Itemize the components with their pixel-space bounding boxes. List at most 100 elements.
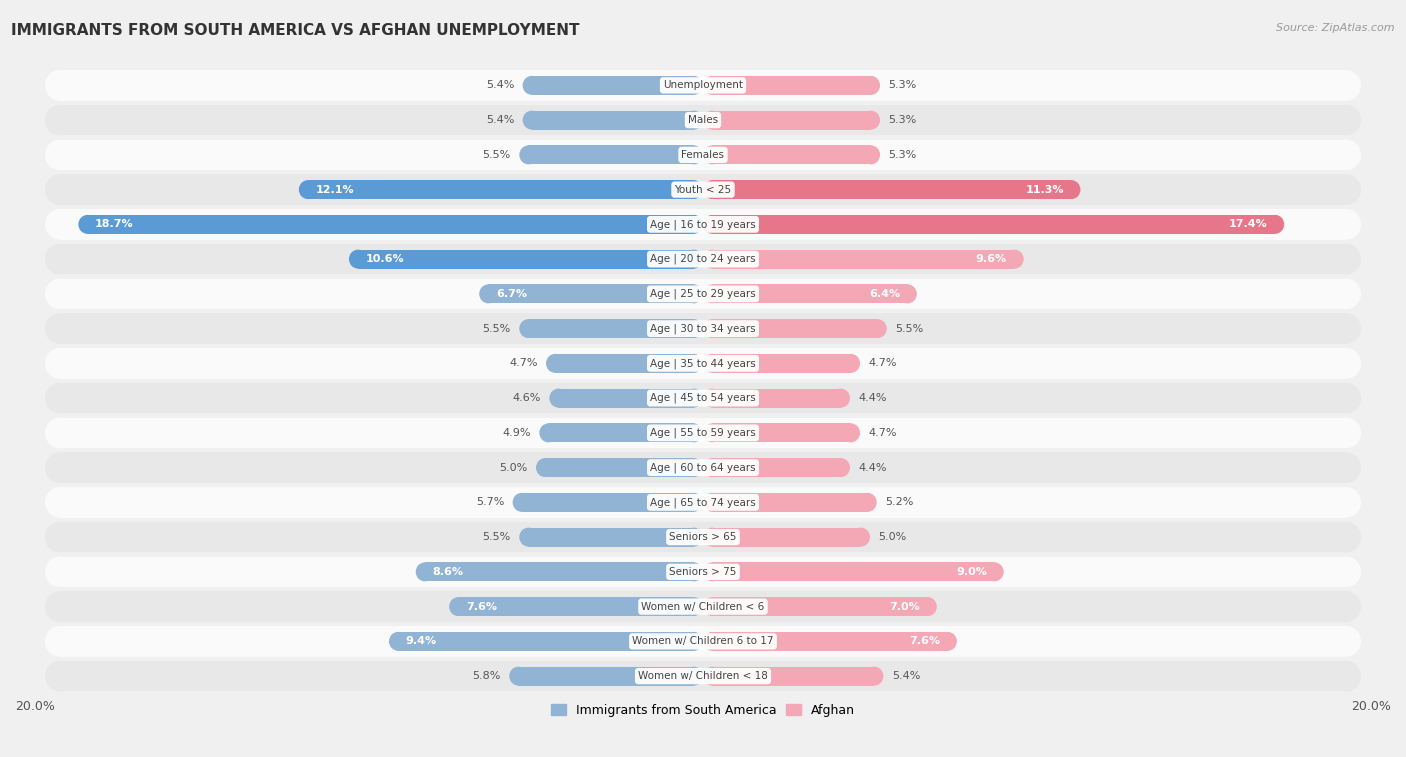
FancyBboxPatch shape [711, 285, 908, 304]
Ellipse shape [1265, 215, 1284, 234]
Ellipse shape [1331, 487, 1361, 518]
Text: 5.5%: 5.5% [482, 150, 510, 160]
FancyBboxPatch shape [59, 487, 1347, 518]
Text: Seniors > 65: Seniors > 65 [669, 532, 737, 542]
Ellipse shape [685, 145, 703, 164]
FancyBboxPatch shape [59, 661, 1347, 691]
FancyBboxPatch shape [59, 348, 1347, 378]
Ellipse shape [862, 76, 880, 95]
Ellipse shape [45, 348, 75, 378]
FancyBboxPatch shape [398, 632, 695, 651]
Text: 11.3%: 11.3% [1025, 185, 1064, 195]
Text: 4.6%: 4.6% [513, 393, 541, 403]
Ellipse shape [1331, 313, 1361, 344]
Ellipse shape [523, 111, 541, 129]
FancyBboxPatch shape [529, 528, 695, 547]
Ellipse shape [1005, 250, 1024, 269]
FancyBboxPatch shape [548, 423, 695, 442]
Ellipse shape [45, 487, 75, 518]
Ellipse shape [703, 458, 721, 477]
Ellipse shape [449, 597, 467, 616]
Ellipse shape [685, 493, 703, 512]
FancyBboxPatch shape [711, 250, 1015, 269]
Ellipse shape [389, 632, 408, 651]
FancyBboxPatch shape [711, 597, 928, 616]
Ellipse shape [1331, 279, 1361, 309]
FancyBboxPatch shape [711, 458, 841, 477]
Text: Seniors > 75: Seniors > 75 [669, 567, 737, 577]
FancyBboxPatch shape [529, 319, 695, 338]
FancyBboxPatch shape [59, 453, 1347, 483]
Text: Age | 16 to 19 years: Age | 16 to 19 years [650, 219, 756, 229]
Ellipse shape [479, 285, 498, 304]
Text: 5.4%: 5.4% [486, 115, 515, 125]
Text: 5.0%: 5.0% [499, 463, 527, 472]
Ellipse shape [1331, 348, 1361, 378]
Ellipse shape [1331, 244, 1361, 274]
Ellipse shape [1331, 453, 1361, 483]
Ellipse shape [45, 70, 75, 101]
Ellipse shape [986, 562, 1004, 581]
FancyBboxPatch shape [711, 76, 870, 95]
Ellipse shape [703, 528, 721, 547]
Ellipse shape [703, 423, 721, 442]
Ellipse shape [685, 180, 703, 199]
Ellipse shape [45, 453, 75, 483]
Ellipse shape [685, 215, 703, 234]
Text: 7.6%: 7.6% [910, 637, 941, 646]
Legend: Immigrants from South America, Afghan: Immigrants from South America, Afghan [546, 699, 860, 721]
FancyBboxPatch shape [522, 493, 695, 512]
Ellipse shape [703, 319, 721, 338]
FancyBboxPatch shape [59, 418, 1347, 448]
Ellipse shape [45, 209, 75, 240]
Text: 5.2%: 5.2% [884, 497, 914, 507]
FancyBboxPatch shape [711, 215, 1275, 234]
FancyBboxPatch shape [531, 111, 695, 129]
Text: 5.5%: 5.5% [482, 532, 510, 542]
Text: 7.0%: 7.0% [890, 602, 920, 612]
Ellipse shape [852, 528, 870, 547]
Text: Source: ZipAtlas.com: Source: ZipAtlas.com [1277, 23, 1395, 33]
Text: Women w/ Children < 6: Women w/ Children < 6 [641, 602, 765, 612]
Ellipse shape [45, 174, 75, 205]
Ellipse shape [1331, 591, 1361, 622]
FancyBboxPatch shape [519, 667, 695, 686]
Ellipse shape [1331, 174, 1361, 205]
Text: Unemployment: Unemployment [664, 80, 742, 90]
FancyBboxPatch shape [546, 458, 695, 477]
FancyBboxPatch shape [711, 319, 877, 338]
Ellipse shape [832, 388, 851, 407]
FancyBboxPatch shape [59, 556, 1347, 587]
Ellipse shape [869, 319, 887, 338]
FancyBboxPatch shape [87, 215, 695, 234]
Ellipse shape [703, 250, 721, 269]
Text: Age | 25 to 29 years: Age | 25 to 29 years [650, 288, 756, 299]
Text: Age | 55 to 59 years: Age | 55 to 59 years [650, 428, 756, 438]
FancyBboxPatch shape [531, 76, 695, 95]
Text: Age | 30 to 34 years: Age | 30 to 34 years [650, 323, 756, 334]
FancyBboxPatch shape [308, 180, 695, 199]
Ellipse shape [523, 76, 541, 95]
Ellipse shape [416, 562, 434, 581]
Ellipse shape [540, 423, 558, 442]
Text: 8.6%: 8.6% [433, 567, 464, 577]
FancyBboxPatch shape [359, 250, 695, 269]
Ellipse shape [1331, 104, 1361, 136]
Text: Males: Males [688, 115, 718, 125]
Ellipse shape [703, 215, 721, 234]
FancyBboxPatch shape [711, 493, 868, 512]
Text: Women w/ Children < 18: Women w/ Children < 18 [638, 671, 768, 681]
FancyBboxPatch shape [711, 180, 1071, 199]
Ellipse shape [79, 215, 97, 234]
Ellipse shape [685, 667, 703, 686]
Text: 5.7%: 5.7% [475, 497, 505, 507]
Text: 18.7%: 18.7% [96, 220, 134, 229]
Ellipse shape [1331, 209, 1361, 240]
Text: 5.3%: 5.3% [889, 150, 917, 160]
Ellipse shape [862, 145, 880, 164]
Ellipse shape [1331, 661, 1361, 691]
Text: 7.6%: 7.6% [465, 602, 496, 612]
Text: 5.5%: 5.5% [896, 323, 924, 334]
Text: Age | 35 to 44 years: Age | 35 to 44 years [650, 358, 756, 369]
Text: Women w/ Children 6 to 17: Women w/ Children 6 to 17 [633, 637, 773, 646]
